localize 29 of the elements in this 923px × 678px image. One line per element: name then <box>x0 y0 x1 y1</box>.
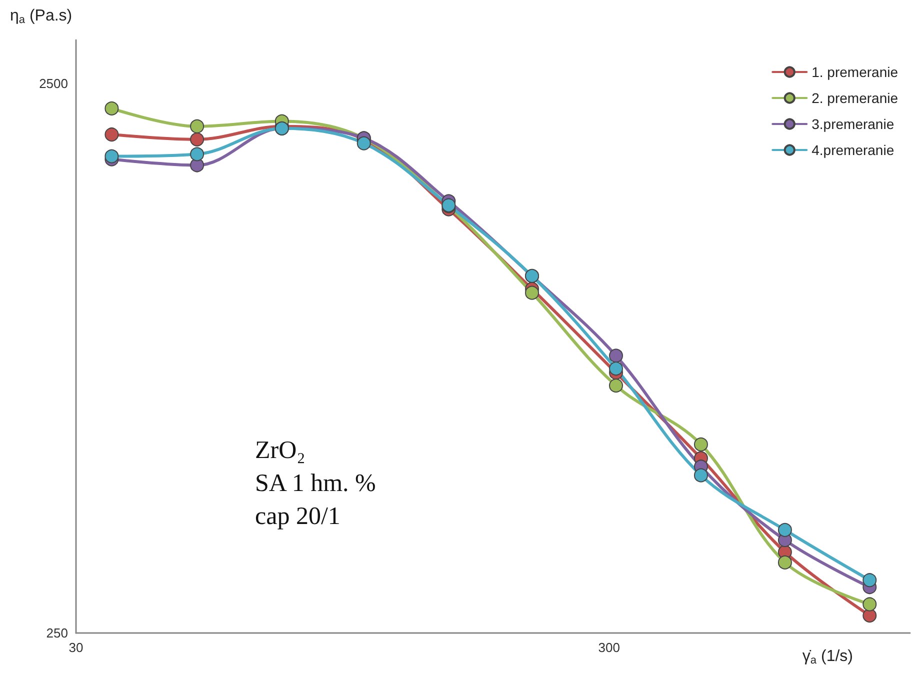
legend-label: 4.premeranie <box>812 142 894 158</box>
legend-label: 1. premeranie <box>812 64 898 80</box>
legend-label: 2. premeranie <box>812 90 898 106</box>
legend-label: 3.premeranie <box>812 116 894 132</box>
annotation: cap 20/1 <box>255 503 340 530</box>
annotation: ZrO₂ <box>255 437 306 464</box>
point <box>190 119 204 134</box>
point <box>694 468 708 482</box>
point <box>609 378 623 393</box>
x-tick-label: 30 <box>68 640 84 655</box>
point <box>525 286 540 300</box>
point <box>190 132 204 146</box>
point <box>862 608 877 623</box>
point <box>694 437 708 452</box>
y-tick-label: 250 <box>46 626 68 640</box>
point <box>104 101 119 116</box>
x-tick-label: 300 <box>598 640 620 655</box>
point <box>862 573 877 588</box>
point <box>862 597 877 612</box>
point <box>609 362 623 376</box>
y-tick-label: 2500 <box>39 76 68 92</box>
point <box>778 522 792 537</box>
point <box>104 128 119 142</box>
point <box>190 147 204 162</box>
annotation: SA 1 hm. % <box>255 470 376 497</box>
point <box>609 348 623 363</box>
point <box>778 555 792 570</box>
point <box>356 136 371 150</box>
point <box>104 149 119 164</box>
